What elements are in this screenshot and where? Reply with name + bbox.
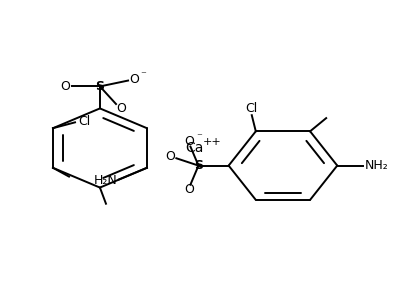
Text: Ca: Ca xyxy=(185,141,204,155)
Text: O: O xyxy=(130,73,139,86)
Text: Cl: Cl xyxy=(246,102,258,115)
Text: H₂N: H₂N xyxy=(94,174,118,187)
Text: O: O xyxy=(116,102,126,115)
Text: ++: ++ xyxy=(203,137,222,147)
Text: O: O xyxy=(165,150,175,163)
Text: S: S xyxy=(194,159,203,172)
Text: ⁻: ⁻ xyxy=(141,70,146,80)
Text: ⁻: ⁻ xyxy=(196,132,202,142)
Text: O: O xyxy=(60,80,70,93)
Text: Cl: Cl xyxy=(78,115,90,128)
Text: S: S xyxy=(96,80,104,93)
Text: O: O xyxy=(184,183,194,196)
Text: NH₂: NH₂ xyxy=(365,159,388,172)
Text: O: O xyxy=(184,135,194,148)
